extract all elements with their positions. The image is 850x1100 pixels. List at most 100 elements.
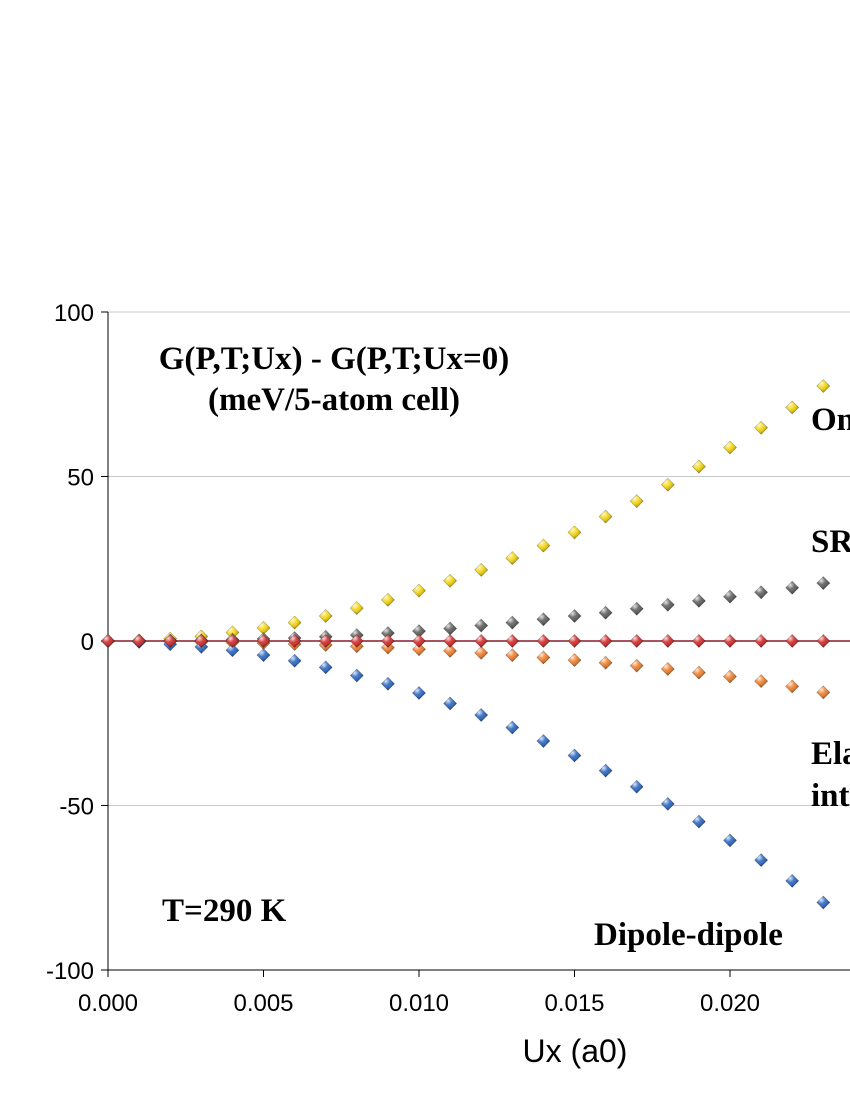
series-points: [101, 379, 831, 910]
data-point: [660, 796, 675, 811]
data-point: [629, 779, 644, 794]
data-point: [474, 708, 489, 722]
data-point: [816, 379, 831, 393]
series-label-sr: SR: [811, 524, 850, 560]
data-point: [536, 538, 551, 553]
data-point: [754, 853, 769, 868]
data-point: [816, 895, 831, 910]
data-point: [132, 634, 147, 648]
x-tick-label: 0.005: [233, 990, 293, 1017]
series-label-onsite: On: [811, 402, 850, 438]
y-tick-label: -50: [59, 794, 94, 821]
data-point: [660, 662, 675, 676]
data-point: [101, 634, 115, 648]
data-point: [691, 634, 706, 648]
data-point: [536, 734, 551, 748]
data-point: [754, 634, 769, 648]
data-point: [816, 634, 831, 648]
data-point: [287, 653, 302, 668]
data-point: [816, 685, 831, 700]
data-point: [629, 601, 644, 616]
data-point: [598, 634, 613, 648]
data-point: [505, 551, 520, 566]
series-dipole-dipole: [101, 634, 831, 910]
data-point: [380, 626, 395, 641]
data-point: [474, 618, 489, 633]
data-point: [691, 459, 706, 474]
data-point: [691, 814, 706, 829]
data-point: [318, 660, 333, 675]
data-point: [567, 525, 582, 540]
data-point: [380, 634, 395, 648]
data-point: [318, 609, 333, 623]
series-total: [101, 634, 831, 648]
data-point: [380, 676, 395, 691]
data-point: [536, 612, 551, 627]
data-point: [349, 601, 364, 616]
data-point: [349, 634, 364, 648]
data-point: [567, 634, 582, 648]
chart-title-line2: (meV/5-atom cell): [208, 382, 460, 418]
temperature-label: T=290 K: [162, 893, 287, 929]
data-point: [598, 763, 613, 778]
data-point: [536, 634, 551, 648]
series-label-dipole: Dipole-dipole: [594, 917, 783, 953]
data-point: [754, 585, 769, 600]
data-point: [567, 748, 582, 763]
series-elastic-interaction: [101, 634, 831, 700]
data-point: [225, 625, 240, 640]
x-tick-marks: 0.000 0.005 0.010 0.015 0.020: [78, 970, 760, 1017]
data-point: [567, 653, 582, 668]
data-point: [785, 400, 800, 415]
x-tick-label: 0.015: [544, 990, 604, 1017]
x-axis-title: Ux (a0): [523, 1033, 628, 1069]
data-point: [443, 621, 458, 636]
data-point: [816, 576, 831, 591]
data-point: [443, 573, 458, 588]
series-sr: [101, 576, 831, 648]
data-point: [443, 634, 458, 648]
y-tick-label: 50: [67, 465, 94, 492]
data-point: [691, 665, 706, 680]
data-point: [785, 634, 800, 648]
data-point: [660, 477, 675, 492]
data-point: [598, 605, 613, 620]
data-point: [505, 648, 520, 663]
series-on-site: [101, 379, 831, 648]
data-point: [629, 494, 644, 509]
data-point: [474, 563, 489, 577]
data-point: [629, 634, 644, 648]
data-point: [691, 593, 706, 608]
x-tick-label: 0.010: [389, 990, 449, 1017]
data-point: [723, 669, 737, 684]
data-point: [785, 679, 800, 694]
data-point: [723, 589, 737, 604]
y-tick-label: 100: [54, 300, 94, 327]
data-point: [256, 634, 271, 648]
data-point: [629, 658, 644, 673]
data-point: [660, 634, 675, 648]
data-point: [349, 668, 364, 683]
y-tick-marks: 100 50 0 -50 -100: [46, 300, 108, 985]
data-point: [412, 634, 426, 648]
x-tick-label: 0.000: [78, 990, 138, 1017]
data-point: [380, 592, 395, 607]
data-point: [474, 634, 489, 648]
data-point: [505, 615, 520, 630]
series-label-elastic-line1: Ela: [811, 736, 850, 772]
data-point: [287, 615, 302, 630]
data-point: [723, 440, 737, 455]
data-point: [567, 609, 582, 623]
y-tick-label: 0: [81, 629, 94, 656]
data-point: [505, 634, 520, 648]
data-point: [256, 648, 271, 663]
data-point: [287, 634, 302, 648]
chart-title-line1: G(P,T;Ux) - G(P,T;Ux=0): [159, 341, 510, 377]
x-tick-label: 0.020: [700, 990, 760, 1017]
data-point: [474, 645, 489, 660]
data-point: [785, 580, 800, 595]
data-point: [443, 643, 458, 658]
data-point: [194, 634, 209, 648]
data-point: [163, 634, 178, 648]
